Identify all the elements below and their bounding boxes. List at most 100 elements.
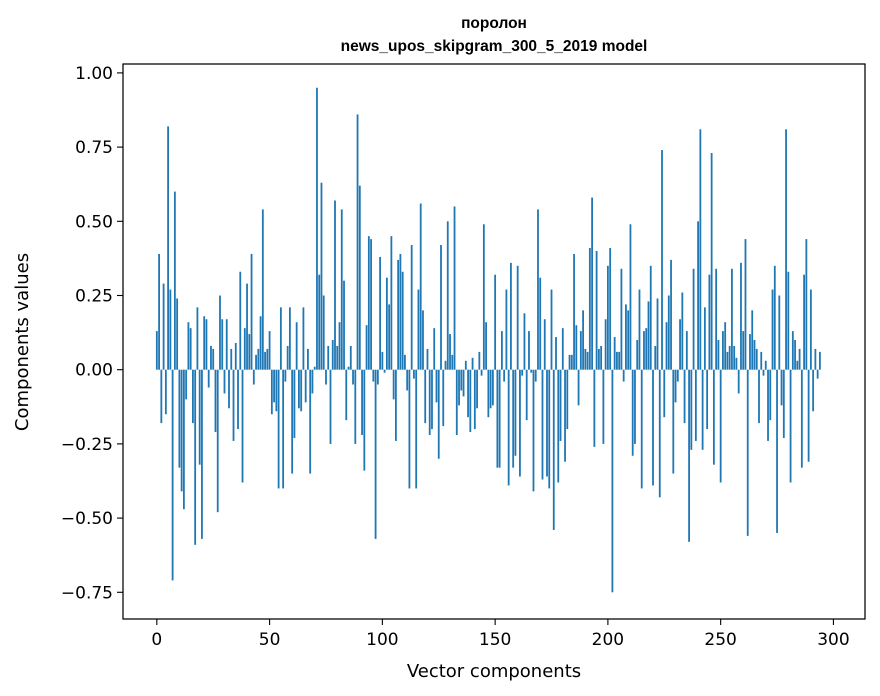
bar (246, 283, 248, 370)
x-tick-label: 0 (151, 630, 162, 650)
bar (397, 259, 400, 370)
bar (573, 253, 575, 370)
bar (307, 348, 309, 370)
bar (298, 369, 300, 409)
y-tick-label: 0.50 (75, 212, 113, 232)
bar (329, 369, 332, 444)
bar (422, 310, 424, 370)
bar (751, 310, 754, 370)
bar (491, 369, 494, 406)
bar (410, 245, 413, 370)
bar (559, 369, 562, 441)
bar (406, 369, 409, 391)
bar (688, 369, 690, 542)
bar (519, 369, 521, 477)
bar (228, 369, 230, 409)
bar (455, 369, 458, 435)
bar (663, 369, 666, 418)
bar (379, 256, 381, 370)
y-axis: −0.75 −0.50 −0.25 0.00 0.25 0.50 0.75 1.00 (61, 64, 123, 603)
bar (451, 354, 454, 370)
bar (656, 298, 659, 370)
bar (390, 236, 393, 370)
bar (728, 345, 731, 370)
bar (180, 369, 183, 492)
bar (611, 369, 614, 593)
bar (798, 348, 801, 370)
bar (419, 203, 422, 370)
bar (230, 348, 233, 370)
bar (331, 340, 334, 370)
plot-frame (122, 63, 866, 620)
bar (311, 369, 314, 394)
bar (372, 369, 375, 382)
bar (243, 328, 246, 370)
bar (694, 369, 697, 441)
bar (555, 337, 557, 370)
bar (697, 221, 699, 370)
bar (273, 369, 275, 403)
bar (358, 185, 361, 370)
bar (712, 369, 715, 465)
bar (212, 348, 215, 370)
bar (259, 316, 262, 370)
bar (158, 253, 160, 370)
bar (791, 331, 794, 370)
bar (442, 369, 445, 427)
bar (279, 307, 282, 370)
y-tick-label: −0.75 (61, 583, 113, 603)
bar (582, 310, 584, 370)
bar (690, 369, 693, 450)
bar (282, 369, 285, 489)
bar (365, 325, 368, 370)
bar (322, 295, 325, 370)
bar (304, 369, 307, 403)
bar (196, 307, 199, 370)
bar (494, 274, 497, 370)
bar (295, 322, 298, 370)
bar (187, 322, 190, 370)
bar (467, 369, 469, 418)
bar (207, 369, 210, 388)
bar (201, 369, 203, 539)
bar (622, 369, 625, 382)
bar (629, 224, 632, 370)
bar (762, 369, 765, 376)
bar (776, 369, 778, 533)
bar (800, 369, 803, 468)
bar (652, 369, 654, 486)
bar (169, 289, 172, 370)
bar (266, 348, 269, 370)
bar (710, 153, 713, 370)
bar (370, 239, 372, 370)
bar (676, 369, 679, 382)
bar (167, 126, 169, 370)
bar (275, 369, 278, 412)
bar (749, 334, 751, 370)
bar (437, 369, 440, 459)
bar (340, 209, 343, 370)
bar (458, 369, 460, 406)
bar (424, 369, 427, 424)
bar (737, 369, 740, 394)
bar (740, 262, 742, 370)
bar (638, 289, 641, 370)
bar (706, 369, 709, 430)
bar (539, 277, 542, 370)
bar (487, 369, 490, 418)
bar (613, 337, 616, 370)
bar (223, 369, 226, 394)
bar (809, 289, 812, 370)
bar (489, 369, 492, 409)
bar (616, 351, 618, 370)
bar (595, 250, 598, 370)
bar (270, 369, 273, 415)
bar (679, 319, 681, 370)
bar (609, 248, 612, 370)
bar (744, 239, 747, 370)
bar (516, 265, 519, 370)
bar (363, 369, 366, 471)
x-tick-label: 300 (817, 630, 849, 650)
bar (794, 340, 796, 370)
bar (367, 236, 370, 370)
